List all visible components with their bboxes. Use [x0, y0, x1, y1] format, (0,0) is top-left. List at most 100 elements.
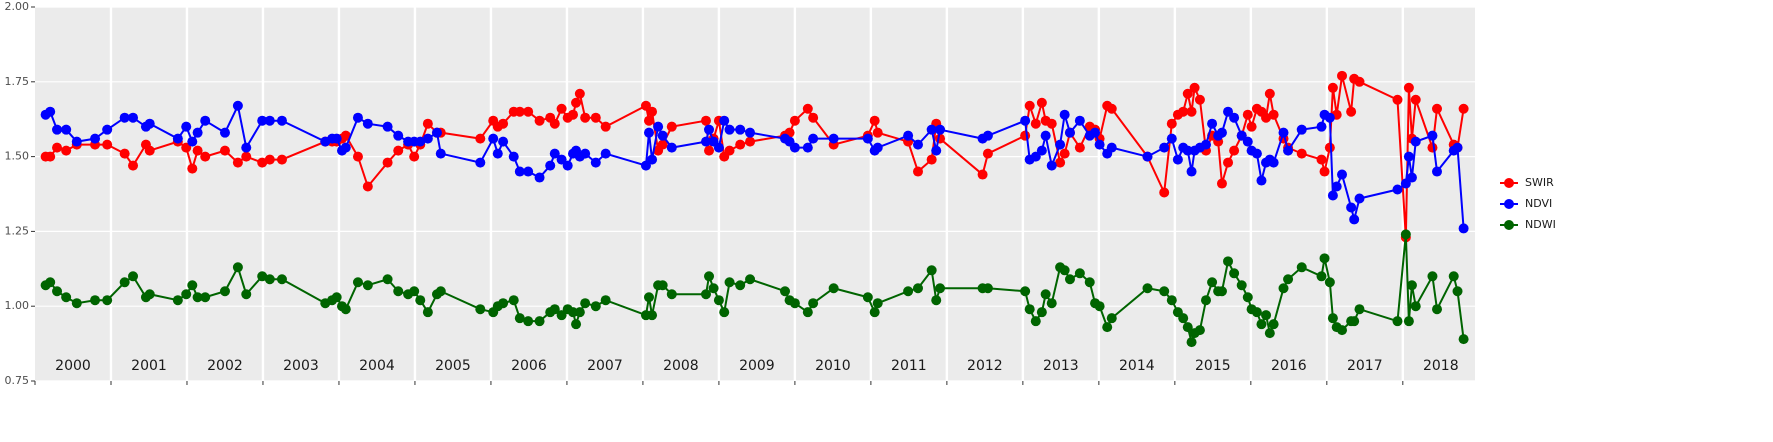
point	[1020, 115, 1031, 126]
point	[931, 295, 942, 306]
point	[102, 139, 113, 150]
point	[1030, 316, 1041, 327]
point	[700, 136, 711, 147]
point	[362, 118, 373, 129]
point	[187, 280, 198, 291]
point	[172, 133, 183, 144]
point	[719, 115, 730, 126]
point	[352, 151, 363, 162]
point	[257, 271, 268, 282]
x-tick-label: 2014	[1119, 358, 1155, 374]
point	[1349, 316, 1360, 327]
point	[52, 142, 63, 153]
point	[498, 136, 509, 147]
point	[1432, 103, 1443, 114]
point	[1229, 112, 1240, 123]
point	[422, 133, 433, 144]
point	[912, 139, 923, 150]
point	[926, 265, 937, 276]
point	[45, 277, 56, 288]
x-tick-label: 2001	[131, 358, 167, 374]
point	[549, 118, 560, 129]
point	[1020, 130, 1031, 141]
point	[1142, 283, 1153, 294]
point	[219, 127, 230, 138]
point	[1349, 214, 1360, 225]
point	[232, 157, 243, 168]
point	[1020, 286, 1031, 297]
point	[61, 145, 72, 156]
point	[1242, 292, 1253, 303]
point	[1059, 265, 1070, 276]
point	[1036, 97, 1047, 108]
point	[181, 289, 192, 300]
point	[1319, 166, 1330, 177]
legend-key	[1504, 199, 1514, 209]
point	[102, 124, 113, 135]
point	[1055, 139, 1066, 150]
point	[200, 115, 211, 126]
point	[1261, 310, 1272, 321]
point	[708, 283, 719, 294]
point	[514, 106, 525, 117]
point	[1223, 157, 1234, 168]
x-tick-label: 2000	[55, 358, 91, 374]
point	[704, 124, 715, 135]
point	[1337, 169, 1348, 180]
point	[1354, 193, 1365, 204]
point	[802, 142, 813, 153]
point	[600, 148, 611, 159]
point	[102, 295, 113, 306]
point	[1316, 154, 1327, 165]
point	[1403, 151, 1414, 162]
point	[422, 118, 433, 129]
point	[719, 307, 730, 318]
point	[1200, 295, 1211, 306]
point	[340, 142, 351, 153]
point	[735, 280, 746, 291]
point	[409, 151, 420, 162]
point	[264, 115, 275, 126]
point	[1166, 118, 1177, 129]
point	[71, 298, 82, 309]
point	[1064, 274, 1075, 285]
point	[977, 169, 988, 180]
point	[1458, 223, 1469, 234]
point	[568, 109, 579, 120]
point	[128, 112, 139, 123]
point	[241, 151, 252, 162]
point	[666, 289, 677, 300]
legend-label: NDVI	[1525, 197, 1552, 210]
point	[1229, 268, 1240, 279]
point	[1264, 88, 1275, 99]
point	[982, 148, 993, 159]
point	[982, 283, 993, 294]
point	[128, 160, 139, 171]
y-tick-label: 2.00	[5, 0, 30, 13]
point	[1327, 190, 1338, 201]
point	[549, 148, 560, 159]
point	[869, 115, 880, 126]
point	[713, 295, 724, 306]
point	[590, 301, 601, 312]
point	[52, 124, 63, 135]
point	[362, 280, 373, 291]
point	[264, 274, 275, 285]
x-tick-label: 2018	[1423, 358, 1459, 374]
y-tick-label: 1.00	[5, 299, 30, 312]
point	[1296, 148, 1307, 159]
point	[1256, 175, 1267, 186]
point	[1406, 172, 1417, 183]
point	[580, 298, 591, 309]
point	[1458, 334, 1469, 345]
x-tick-label: 2017	[1347, 358, 1383, 374]
point	[1189, 82, 1200, 93]
point	[508, 295, 519, 306]
point	[1064, 127, 1075, 138]
y-tick-label: 1.25	[5, 224, 30, 237]
point	[789, 115, 800, 126]
point	[1427, 142, 1438, 153]
point	[1216, 127, 1227, 138]
point	[1074, 142, 1085, 153]
